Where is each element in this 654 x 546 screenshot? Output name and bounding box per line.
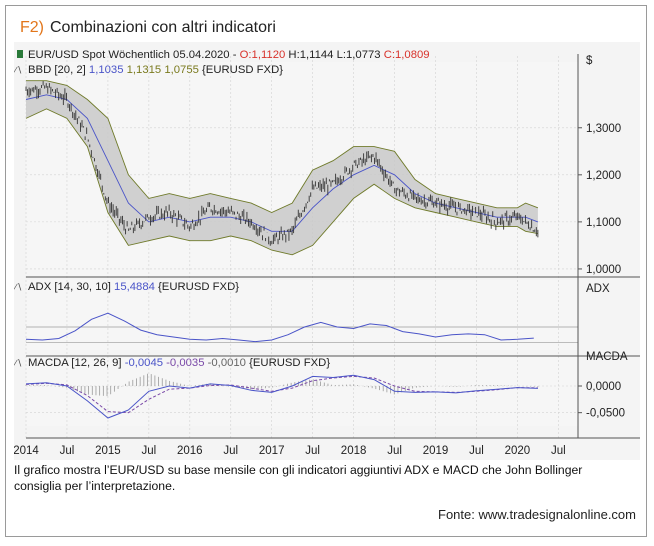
price-y-axis-label: $ xyxy=(586,55,593,67)
legend-low: L:1,0773 xyxy=(337,49,384,61)
bands-legend-icon: ∕∖ xyxy=(14,65,22,75)
legend-date: 05.04.2020 - xyxy=(173,49,240,61)
x-tick-label: 2018 xyxy=(341,445,367,457)
bands-legend: BBD [20, 2] 1,1035 1,1315 1,0755 {EURUSD… xyxy=(28,64,283,76)
x-tick-label: Jul xyxy=(141,445,156,457)
x-tick-label: 2019 xyxy=(423,445,449,457)
price-y-tick-label: 1,3000 xyxy=(586,123,621,135)
macd-y-tick-label: -0,0500 xyxy=(586,408,625,420)
bollinger-lower-line xyxy=(25,108,538,256)
price-y-tick-label: 1,0000 xyxy=(586,264,621,276)
legend-bands-source: {EURUSD FXD} xyxy=(202,64,283,76)
chart-svg: 2014 Jul 2015 Jul 2016 Jul 2017 Jul 2018 Jul 2019 J… xyxy=(14,49,640,457)
figure-title: Combinazioni con altri indicatori xyxy=(50,19,276,36)
axes: 2014 Jul 2015 Jul 2016 Jul 2017 Jul 2018 Jul 2019 J… xyxy=(14,54,640,457)
legend-bands-upper: 1,1315 xyxy=(127,64,165,76)
bollinger-band-fill xyxy=(26,80,538,255)
legend-instrument: EUR/USD Spot Wöchentlich xyxy=(28,49,173,61)
macd-legend: MACDA [12, 26, 9] -0,0045 -0,0035 -0,001… xyxy=(28,357,330,369)
adx-line xyxy=(25,312,534,343)
legend-bands-name: BBD [20, 2] xyxy=(28,64,89,76)
figure-source: Fonte: www.tradesignalonline.com xyxy=(438,507,636,522)
macd-y-axis-label: MACDA xyxy=(586,351,628,363)
x-tick-label: 2017 xyxy=(259,445,285,457)
macd-panel xyxy=(25,373,539,419)
x-tick-label: Jul xyxy=(60,445,75,457)
legend-macd-signal: -0,0035 xyxy=(166,357,207,369)
price-legend-marker xyxy=(17,50,23,58)
legends: EUR/USD Spot Wöchentlich 05.04.2020 - O:… xyxy=(14,49,430,369)
adx-panel xyxy=(25,312,578,343)
legend-macd-value: -0,0045 xyxy=(125,357,166,369)
price-panel xyxy=(25,80,539,256)
legend-close: C:1,0809 xyxy=(384,49,430,61)
legend-macd-name: MACDA [12, 26, 9] xyxy=(28,357,125,369)
legend-bands-lower: 1,0755 xyxy=(164,64,202,76)
adx-panel-bg xyxy=(26,280,578,350)
legend-bands-mid: 1,1035 xyxy=(89,64,127,76)
figure-number: F2) xyxy=(20,19,44,36)
x-tick-label: Jul xyxy=(223,445,238,457)
price-legend: EUR/USD Spot Wöchentlich 05.04.2020 - O:… xyxy=(28,49,430,61)
legend-open: O:1,1120 xyxy=(240,49,289,61)
adx-legend-icon: ∕∖ xyxy=(14,282,22,292)
x-tick-label: 2014 xyxy=(14,445,39,457)
figure-caption: Il grafico mostra l’EUR/USD su base mens… xyxy=(14,463,583,493)
price-y-tick-label: 1,1000 xyxy=(586,217,621,229)
legend-macd-source: {EURUSD FXD} xyxy=(249,357,330,369)
chart-area: 2014 Jul 2015 Jul 2016 Jul 2017 Jul 2018 Jul 2019 J… xyxy=(14,42,640,460)
grid-lines xyxy=(25,56,578,438)
legend-high: H:1,1144 xyxy=(288,49,336,61)
macd-legend-icon: ∕∖ xyxy=(14,358,22,368)
macd-y-tick-label: 0,0000 xyxy=(586,381,621,393)
bollinger-upper-line xyxy=(26,80,539,213)
x-tick-label: 2016 xyxy=(177,445,203,457)
x-tick-label: Jul xyxy=(551,445,566,457)
x-tick-label: 2015 xyxy=(95,445,121,457)
figure-title-row: F2) Combinazioni con altri indicatori xyxy=(20,19,276,41)
x-tick-label: Jul xyxy=(387,445,402,457)
legend-adx-source: {EURUSD FXD} xyxy=(158,281,239,293)
x-tick-label: Jul xyxy=(469,445,484,457)
macd-line xyxy=(25,374,538,419)
legend-macd-histogram: -0,0010 xyxy=(208,357,249,369)
legend-adx-name: ADX [14, 30, 10] xyxy=(28,281,114,293)
adx-y-axis-label: ADX xyxy=(586,283,610,295)
price-y-tick-label: 1,2000 xyxy=(586,170,621,182)
x-tick-label: 2020 xyxy=(505,445,531,457)
adx-legend: ADX [14, 30, 10] 15,4884 {EURUSD FXD} xyxy=(28,281,239,293)
legend-adx-value: 15,4884 xyxy=(114,281,158,293)
x-tick-label: Jul xyxy=(305,445,320,457)
